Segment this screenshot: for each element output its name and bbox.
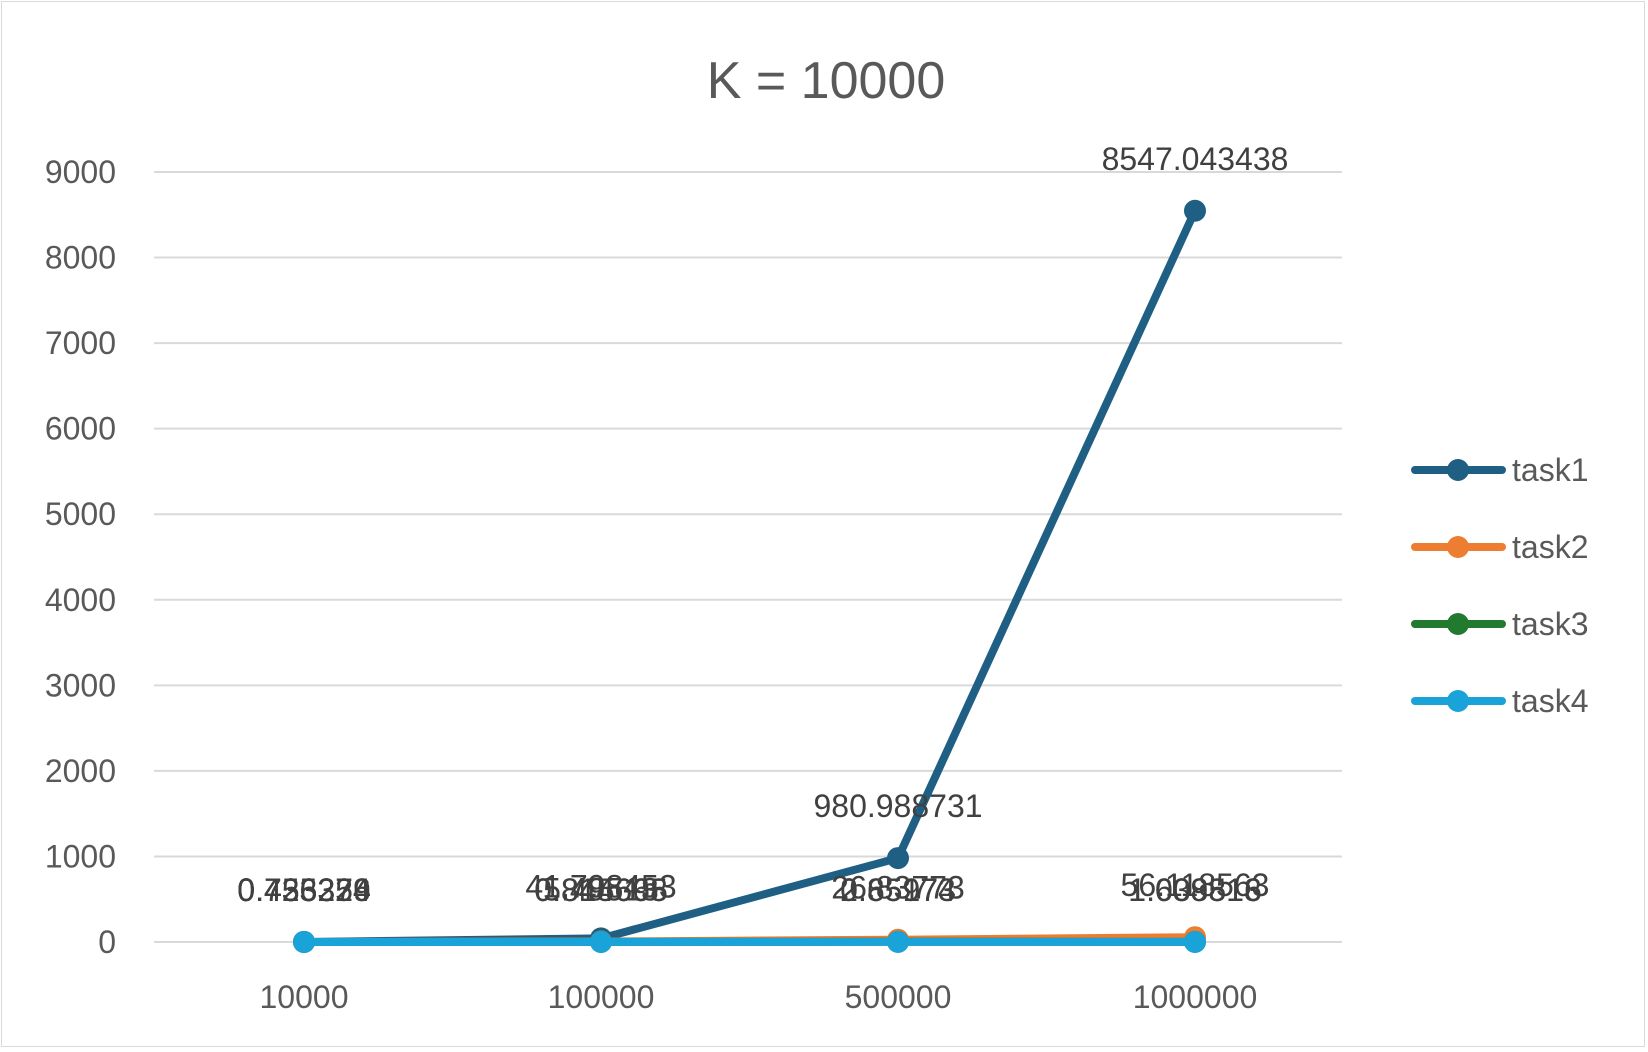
task1-line xyxy=(304,211,1195,942)
x-tick-label: 10000 xyxy=(260,979,349,1015)
legend-label: task4 xyxy=(1512,683,1588,719)
x-axis-ticks: 10000 100000 500000 1000000 xyxy=(260,979,1258,1015)
y-tick-label: 3000 xyxy=(45,667,116,703)
legend-item-task3[interactable]: task3 xyxy=(1415,606,1588,642)
task4-point xyxy=(590,931,612,953)
legend-item-task4[interactable]: task4 xyxy=(1415,683,1588,719)
y-tick-label: 5000 xyxy=(45,496,116,532)
y-tick-label: 8000 xyxy=(45,240,116,276)
task1-point xyxy=(887,847,909,869)
y-tick-label: 9000 xyxy=(45,154,116,190)
task4-data-label: 1.038513 xyxy=(1128,872,1261,908)
x-tick-label: 500000 xyxy=(845,979,952,1015)
task4-data-label: 0.436254 xyxy=(237,872,370,908)
legend-item-task2[interactable]: task2 xyxy=(1415,529,1588,565)
task4-data-label: 0.814698 xyxy=(534,872,667,908)
y-axis-ticks: 0 1000 2000 3000 4000 5000 6000 7000 8000 9000 xyxy=(45,154,116,960)
y-tick-label: 6000 xyxy=(45,411,116,447)
task1-point xyxy=(1184,200,1206,222)
y-tick-label: 2000 xyxy=(45,753,116,789)
task1-data-label: 980.988731 xyxy=(813,788,982,824)
series-lines xyxy=(293,200,1206,953)
legend-marker-icon xyxy=(1447,536,1469,558)
legend-label: task2 xyxy=(1512,529,1588,565)
series-task1 xyxy=(293,200,1206,953)
legend: task1 task2 task3 task4 xyxy=(1415,452,1588,719)
x-tick-label: 1000000 xyxy=(1133,979,1258,1015)
legend-marker-icon xyxy=(1447,613,1469,635)
legend-label: task1 xyxy=(1512,452,1588,488)
legend-marker-icon xyxy=(1447,459,1469,481)
task4-point xyxy=(887,931,909,953)
y-tick-label: 7000 xyxy=(45,325,116,361)
legend-label: task3 xyxy=(1512,606,1588,642)
task4-point xyxy=(293,931,315,953)
y-tick-label: 1000 xyxy=(45,838,116,874)
task4-point xyxy=(1184,931,1206,953)
series-task4 xyxy=(293,931,1206,953)
legend-item-task1[interactable]: task1 xyxy=(1415,452,1588,488)
chart-title: K = 10000 xyxy=(707,52,946,110)
legend-marker-icon xyxy=(1447,690,1469,712)
task4-data-label: 0.85973 xyxy=(840,872,956,908)
x-tick-label: 100000 xyxy=(548,979,655,1015)
y-tick-label: 0 xyxy=(98,924,116,960)
y-tick-label: 4000 xyxy=(45,582,116,618)
task1-data-label: 8547.043438 xyxy=(1102,141,1289,177)
